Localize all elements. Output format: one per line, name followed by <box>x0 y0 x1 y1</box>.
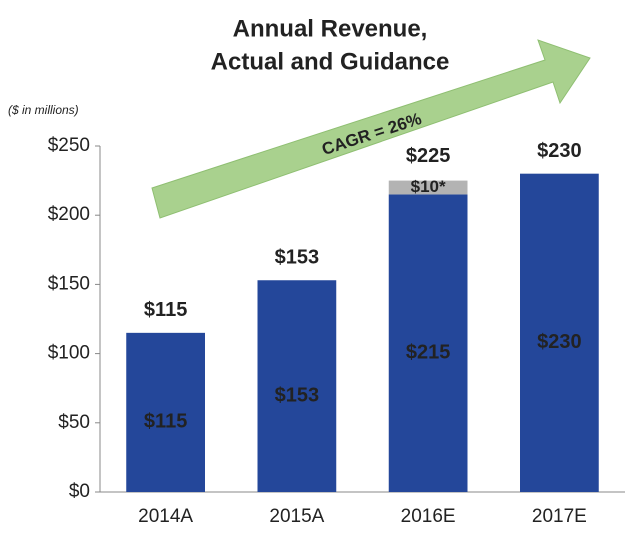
data-label: $115 <box>144 411 187 433</box>
x-tick-label: 2014A <box>138 506 193 527</box>
total-label: $225 <box>406 145 451 167</box>
total-label: $230 <box>537 140 582 162</box>
y-tick-label: $50 <box>58 412 90 433</box>
data-label: $230 <box>537 331 582 353</box>
y-unit-label: ($ in millions) <box>8 103 79 117</box>
chart-title: Annual Revenue, <box>233 15 428 42</box>
y-tick-label: $0 <box>69 481 90 502</box>
bar-segment <box>126 332 205 492</box>
y-tick-label: $150 <box>48 273 90 294</box>
data-label: $10* <box>411 177 446 196</box>
x-tick-label: 2015A <box>269 506 324 527</box>
chart-title: Actual and Guidance <box>211 48 450 75</box>
y-tick-label: $250 <box>48 135 90 156</box>
total-label: $115 <box>144 299 187 321</box>
x-tick-label: 2016E <box>401 506 456 527</box>
y-tick-label: $100 <box>48 343 90 364</box>
bar-segment <box>388 180 468 195</box>
bar-segment <box>388 194 468 492</box>
bar-segment <box>257 280 337 492</box>
cagr-arrow <box>151 39 591 219</box>
bar-segment <box>520 173 599 492</box>
x-tick-label: 2017E <box>532 506 587 527</box>
total-label: $153 <box>275 247 320 269</box>
data-label: $153 <box>275 384 320 406</box>
y-tick-label: $200 <box>48 204 90 225</box>
data-label: $215 <box>406 342 451 364</box>
